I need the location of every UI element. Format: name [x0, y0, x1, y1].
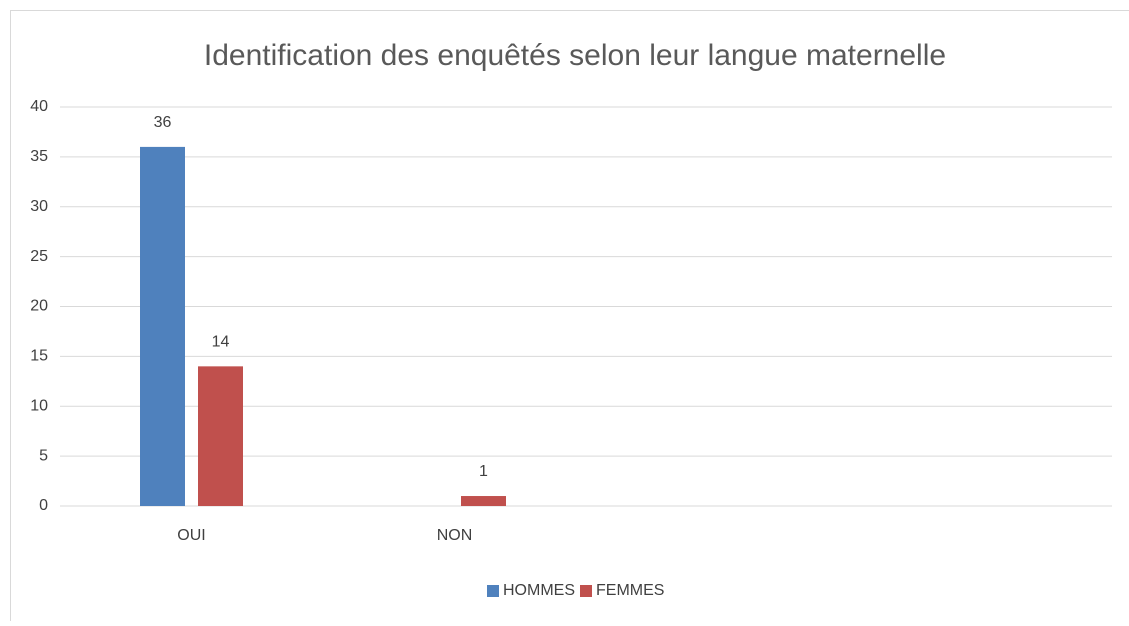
x-tick-label: NON [437, 527, 473, 544]
bar [198, 366, 243, 506]
y-tick-label: 10 [30, 397, 48, 414]
bar [461, 496, 506, 506]
y-tick-label: 15 [30, 348, 48, 365]
legend-swatch [580, 585, 592, 597]
data-label: 14 [212, 334, 230, 351]
y-tick-label: 20 [30, 298, 48, 315]
y-tick-label: 35 [30, 148, 48, 165]
y-tick-label: 30 [30, 198, 48, 215]
y-tick-label: 25 [30, 248, 48, 265]
bar [140, 147, 185, 506]
chart-title: Identification des enquêtés selon leur l… [204, 39, 946, 72]
x-tick-label: OUI [177, 527, 205, 544]
y-tick-label: 40 [30, 98, 48, 115]
legend-swatch [487, 585, 499, 597]
data-label: 36 [154, 114, 172, 131]
legend-label: HOMMES [503, 582, 575, 599]
data-label: 1 [479, 463, 488, 480]
y-tick-label: 5 [39, 447, 48, 464]
legend-label: FEMMES [596, 582, 664, 599]
y-tick-label: 0 [39, 497, 48, 514]
